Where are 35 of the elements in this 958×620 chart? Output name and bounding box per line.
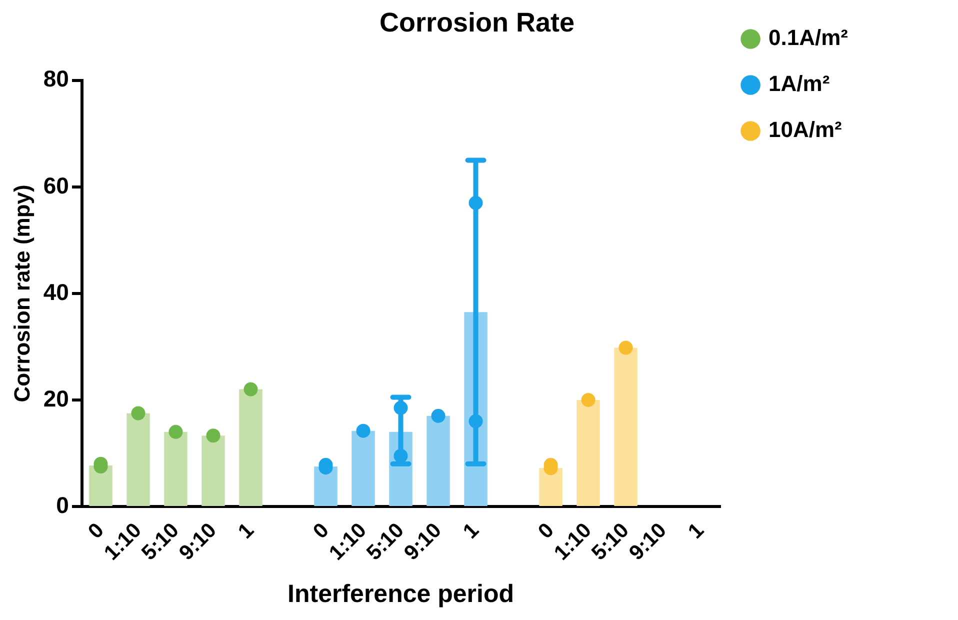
point	[244, 382, 258, 396]
x-tick-label: 1	[234, 518, 259, 544]
y-tick-label: 60	[43, 172, 69, 198]
bar	[164, 432, 188, 506]
bar	[89, 465, 112, 506]
y-tick-label: 20	[43, 385, 69, 412]
bar	[202, 436, 225, 506]
x-tick-label: 0	[534, 518, 558, 544]
x-tick-label: 1	[684, 518, 709, 544]
x-axis-title: Interference period	[288, 580, 514, 608]
point	[581, 392, 596, 407]
point	[431, 408, 446, 423]
bar	[614, 348, 638, 506]
bar	[126, 413, 150, 506]
y-tick-label: 80	[43, 66, 69, 92]
legend-label: 1A/m²	[768, 71, 830, 96]
point	[168, 424, 183, 439]
legend-label: 10A/m²	[768, 117, 842, 142]
point	[131, 406, 146, 420]
y-axis-title: Corrosion rate (mpy)	[9, 184, 34, 402]
point	[206, 428, 220, 443]
legend-label: 0.1A/m²	[768, 25, 848, 50]
bar	[239, 389, 262, 506]
y-tick-label: 40	[43, 278, 69, 305]
y-tick-label: 0	[56, 492, 69, 518]
x-tick-label: 0	[308, 518, 334, 544]
bar	[352, 430, 375, 506]
point	[618, 340, 633, 355]
point	[356, 424, 370, 438]
bar	[539, 468, 562, 506]
x-tick-label: 1	[458, 518, 484, 544]
x-tick-label: 0	[84, 518, 108, 544]
chart-title: Corrosion Rate	[379, 8, 575, 38]
bar	[576, 400, 600, 506]
bar	[426, 416, 450, 506]
